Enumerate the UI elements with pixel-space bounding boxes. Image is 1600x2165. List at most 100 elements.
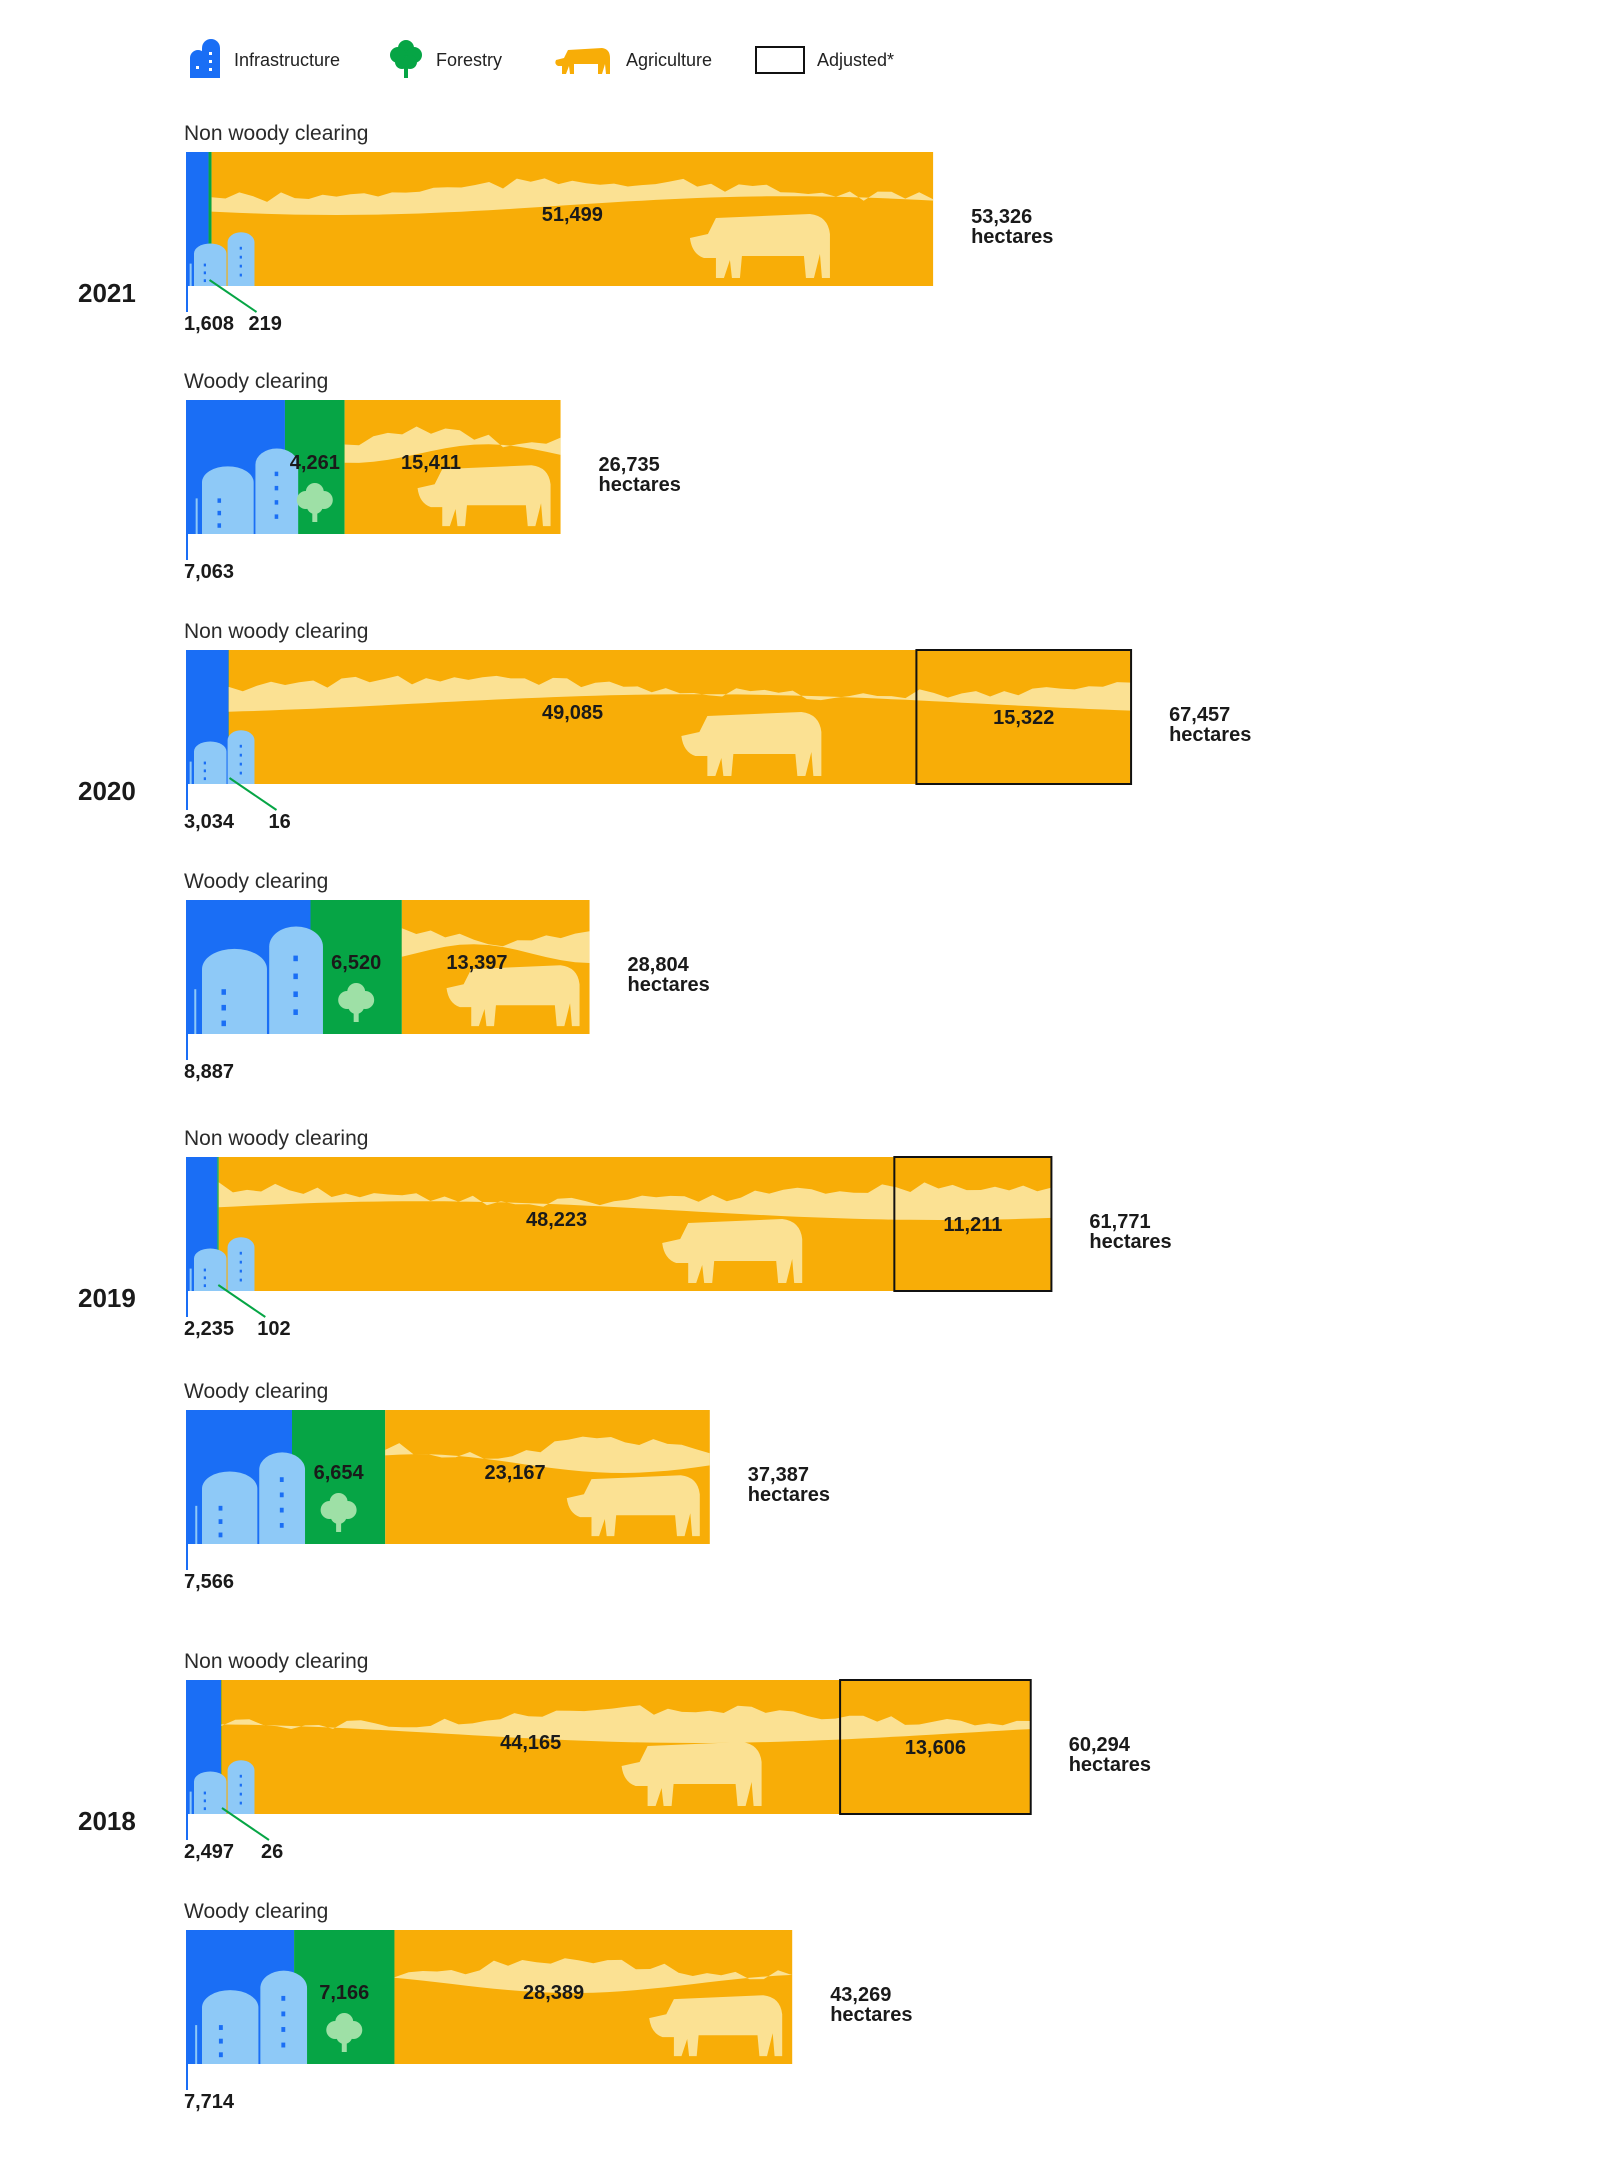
legend-label-infrastructure: Infrastructure	[234, 49, 341, 70]
total-unit-2018-nonwoody: hectares	[1069, 1754, 1151, 1776]
tree-icon	[338, 983, 375, 1022]
value-forestry-2020-woody: 6,520	[331, 952, 381, 974]
total-2021-woody: 26,735	[599, 454, 660, 476]
year-label-2018: 2018	[78, 1806, 136, 1836]
value-adjusted-2018-nonwoody: 13,606	[905, 1737, 966, 1759]
bar-agriculture-2020-nonwoody	[228, 650, 1132, 784]
silo-icon	[195, 1970, 308, 2064]
tree-icon	[296, 483, 333, 522]
value-agriculture-2020-nonwoody: 49,085	[542, 702, 603, 724]
legend-item-agriculture: Agriculture	[552, 36, 712, 84]
total-2020-nonwoody: 67,457	[1169, 704, 1230, 726]
value-forestry-2018-nonwoody: 26	[261, 1841, 283, 1863]
tree-icon	[320, 1493, 357, 1532]
row-label-2020-nonwoody: Non woody clearing	[184, 620, 368, 643]
silo-icon	[194, 926, 323, 1034]
bar-forestry-2021-nonwoody	[208, 152, 212, 286]
chart-legend: Infrastructure Forestry Agriculture Adju…	[0, 0, 1600, 120]
value-agriculture-2018-nonwoody: 44,165	[500, 1732, 561, 1754]
row-label-2021-nonwoody: Non woody clearing	[184, 122, 368, 145]
value-forestry-2021-woody: 4,261	[290, 452, 340, 474]
value-infrastructure-2020-woody: 8,887	[184, 1061, 234, 1083]
bar-agriculture-2019-nonwoody	[218, 1157, 1052, 1291]
legend-item-adjusted: Adjusted*	[755, 36, 894, 84]
row-label-2019-woody: Woody clearing	[184, 1380, 328, 1403]
value-forestry-2019-nonwoody: 102	[257, 1318, 290, 1340]
adjusted-swatch	[755, 46, 805, 74]
hills-2019-nonwoody	[218, 1182, 1052, 1220]
year-label-2019: 2019	[78, 1283, 136, 1313]
value-agriculture-2019-nonwoody: 48,223	[526, 1209, 587, 1231]
legend-label-agriculture: Agriculture	[626, 49, 713, 70]
row-label-2019-nonwoody: Non woody clearing	[184, 1127, 368, 1150]
silo-icon	[188, 38, 222, 83]
cow-icon	[417, 465, 551, 527]
total-2018-nonwoody: 60,294	[1069, 1734, 1131, 1756]
callout-line-forestry-2021-nonwoody	[208, 279, 258, 313]
total-2019-woody: 37,387	[748, 1464, 809, 1486]
value-infrastructure-2018-nonwoody: 2,497	[184, 1841, 234, 1863]
value-infrastructure-2021-nonwoody: 1,608	[184, 313, 234, 335]
value-forestry-2018-woody: 7,166	[319, 1982, 369, 2004]
year-label-2020: 2020	[78, 776, 136, 806]
cow-icon	[446, 965, 580, 1027]
tree-icon	[388, 38, 424, 83]
value-infrastructure-2019-woody: 7,566	[184, 1571, 234, 1593]
silo-icon	[195, 448, 299, 534]
total-unit-2019-woody: hectares	[748, 1484, 830, 1506]
total-unit-2019-nonwoody: hectares	[1089, 1231, 1171, 1253]
bar-agriculture-2018-nonwoody	[221, 1680, 1031, 1814]
legend-item-forestry: Forestry	[388, 36, 502, 84]
hills-2020-nonwoody	[228, 675, 1132, 712]
value-adjusted-2020-nonwoody: 15,322	[993, 707, 1054, 729]
hills-2021-nonwoody	[211, 178, 934, 215]
callout-line-forestry-2019-nonwoody	[217, 1284, 266, 1318]
row-label-2018-woody: Woody clearing	[184, 1900, 328, 1923]
year-label-2021: 2021	[78, 278, 136, 308]
hills-2018-nonwoody	[221, 1705, 1031, 1743]
bar-forestry-2019-nonwoody	[217, 1157, 219, 1291]
cow-icon	[689, 214, 830, 278]
row-label-2018-nonwoody: Non woody clearing	[184, 1650, 368, 1673]
row-label-2020-woody: Woody clearing	[184, 870, 328, 893]
value-infrastructure-2018-woody: 7,714	[184, 2091, 235, 2113]
cow-icon	[552, 38, 614, 83]
tree-icon	[326, 2013, 363, 2052]
total-unit-2018-woody: hectares	[830, 2004, 912, 2026]
silo-icon	[189, 730, 255, 784]
value-forestry-2021-nonwoody: 219	[249, 313, 282, 335]
bar-adjusted-2018-nonwoody	[839, 1679, 1032, 1815]
callout-line-forestry-2018-nonwoody	[221, 1807, 270, 1841]
total-unit-2021-nonwoody: hectares	[971, 226, 1053, 248]
bar-adjusted-2019-nonwoody	[893, 1156, 1053, 1292]
hills-2018-woody	[394, 1958, 793, 1993]
total-2019-nonwoody: 61,771	[1089, 1211, 1150, 1233]
total-2018-woody: 43,269	[830, 1984, 891, 2006]
value-agriculture-2019-woody: 23,167	[484, 1462, 545, 1484]
silo-icon	[189, 1237, 255, 1291]
hills-2021-woody	[344, 426, 561, 463]
value-agriculture-2020-woody: 13,397	[446, 952, 507, 974]
total-unit-2020-woody: hectares	[628, 974, 710, 996]
bar-adjusted-2020-nonwoody	[915, 649, 1133, 785]
total-unit-2021-woody: hectares	[599, 474, 681, 496]
value-infrastructure-2020-nonwoody: 3,034	[184, 811, 235, 833]
legend-item-infrastructure: Infrastructure	[188, 36, 340, 84]
silo-icon	[189, 1760, 255, 1814]
total-2021-nonwoody: 53,326	[971, 206, 1032, 228]
value-adjusted-2019-nonwoody: 11,211	[943, 1214, 1002, 1236]
silo-icon	[195, 1452, 306, 1544]
silo-icon	[189, 232, 255, 286]
value-agriculture-2021-nonwoody: 51,499	[542, 204, 603, 226]
value-infrastructure-2019-nonwoody: 2,235	[184, 1318, 234, 1340]
value-agriculture-2018-woody: 28,389	[523, 1982, 584, 2004]
cow-icon	[649, 1995, 783, 2057]
legend-label-forestry: Forestry	[436, 49, 503, 70]
cow-icon	[566, 1475, 700, 1537]
hills-2020-woody	[401, 928, 590, 963]
total-2020-woody: 28,804	[628, 954, 690, 976]
cow-icon	[621, 1742, 762, 1806]
cow-icon	[662, 1219, 803, 1283]
legend-label-adjusted: Adjusted*	[817, 49, 895, 70]
